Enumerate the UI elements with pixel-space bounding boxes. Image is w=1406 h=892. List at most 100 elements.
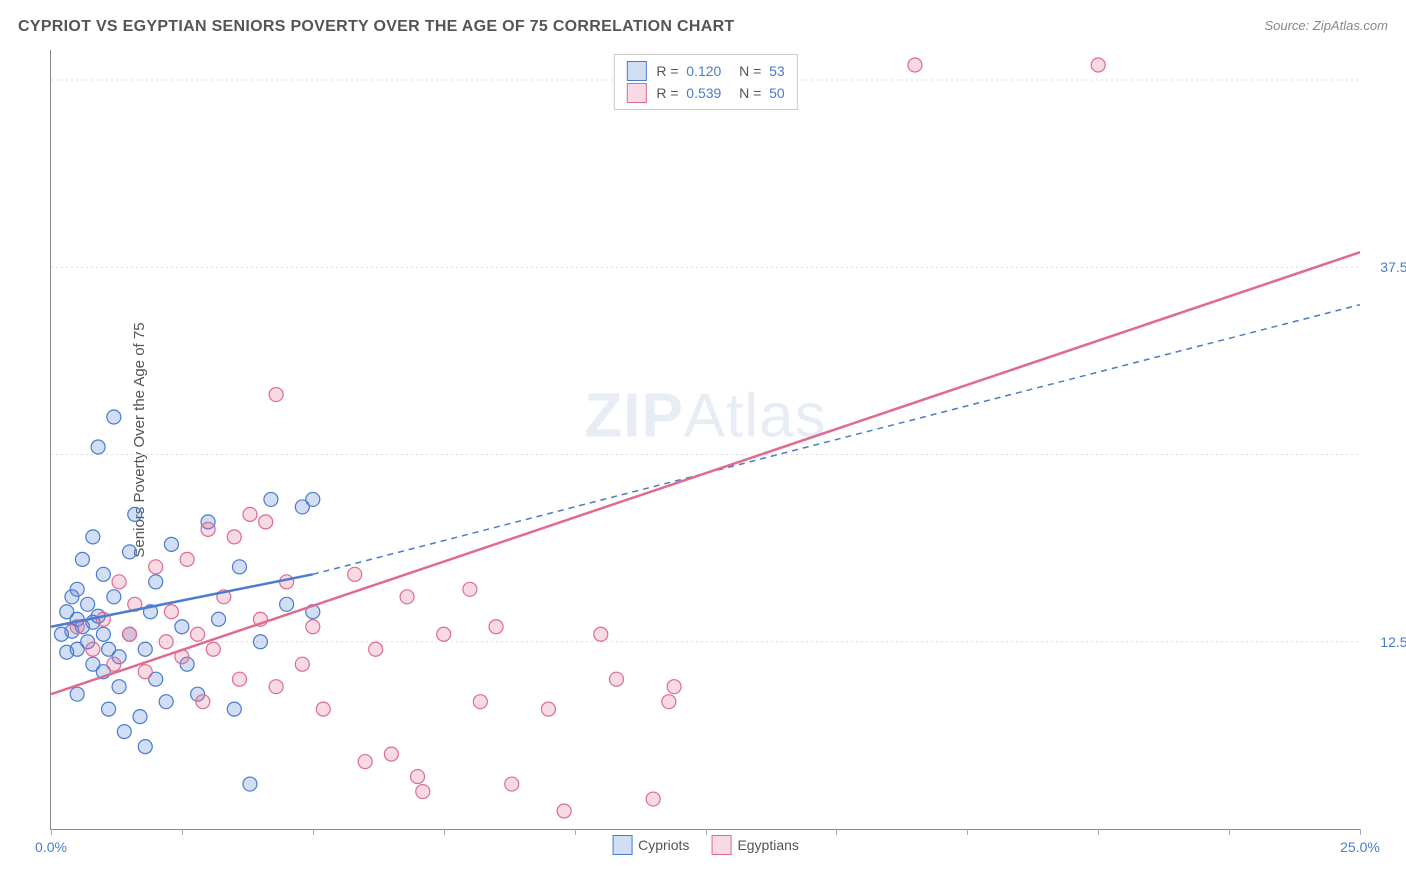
point-egyptians [505,777,519,791]
point-egyptians [206,642,220,656]
point-cypriots [96,627,110,641]
x-tick [444,829,445,835]
legend-item-cypriots: Cypriots [612,835,689,855]
point-cypriots [164,537,178,551]
chart-header: CYPRIOT VS EGYPTIAN SENIORS POVERTY OVER… [18,18,1388,36]
point-egyptians [196,695,210,709]
point-egyptians [400,590,414,604]
point-cypriots [70,687,84,701]
x-tick [182,829,183,835]
point-egyptians [149,560,163,574]
point-egyptians [269,680,283,694]
point-egyptians [227,530,241,544]
point-cypriots [117,725,131,739]
x-tick [575,829,576,835]
point-egyptians [348,567,362,581]
x-tick [313,829,314,835]
point-egyptians [437,627,451,641]
point-egyptians [416,785,430,799]
legend-stats: R = 0.120 N = 53 R = 0.539 N = 50 [613,54,797,110]
point-cypriots [107,590,121,604]
point-egyptians [594,627,608,641]
point-cypriots [159,695,173,709]
swatch-cypriots [626,61,646,81]
legend-row-cypriots: R = 0.120 N = 53 [626,61,784,81]
swatch-cypriots-bottom [612,835,632,855]
point-cypriots [227,702,241,716]
point-cypriots [91,440,105,454]
x-tick [51,829,52,835]
point-cypriots [253,635,267,649]
point-cypriots [112,680,126,694]
point-cypriots [138,740,152,754]
point-egyptians [541,702,555,716]
chart-container: Seniors Poverty Over the Age of 75 ZIPAt… [50,50,1360,830]
point-egyptians [123,627,137,641]
point-egyptians [295,657,309,671]
point-egyptians [112,575,126,589]
y-tick-label: 12.5% [1380,634,1406,650]
legend-series: Cypriots Egyptians [612,835,799,855]
point-egyptians [473,695,487,709]
point-egyptians [243,507,257,521]
swatch-egyptians [626,83,646,103]
point-cypriots [264,492,278,506]
y-tick-label: 37.5% [1380,259,1406,275]
point-cypriots [70,582,84,596]
point-cypriots [123,545,137,559]
x-tick [1360,829,1361,835]
point-cypriots [175,620,189,634]
point-egyptians [609,672,623,686]
point-egyptians [489,620,503,634]
point-cypriots [149,575,163,589]
plot-svg [51,50,1360,829]
trend-dash-cypriots [313,305,1360,575]
point-cypriots [133,710,147,724]
point-egyptians [232,672,246,686]
point-cypriots [306,492,320,506]
legend-row-egyptians: R = 0.539 N = 50 [626,83,784,103]
plot-area: ZIPAtlas R = 0.120 N = 53 R = 0.539 N = … [50,50,1360,830]
point-egyptians [667,680,681,694]
point-cypriots [107,410,121,424]
swatch-egyptians-bottom [711,835,731,855]
point-egyptians [138,665,152,679]
point-egyptians [1091,58,1105,72]
point-cypriots [128,507,142,521]
trend-egyptians [51,252,1360,694]
x-tick-label: 0.0% [35,839,67,855]
point-egyptians [908,58,922,72]
point-egyptians [384,747,398,761]
x-tick [836,829,837,835]
point-egyptians [463,582,477,596]
point-egyptians [201,522,215,536]
point-egyptians [269,388,283,402]
chart-title: CYPRIOT VS EGYPTIAN SENIORS POVERTY OVER… [18,18,735,36]
point-egyptians [557,804,571,818]
x-tick [706,829,707,835]
point-cypriots [280,597,294,611]
point-cypriots [212,612,226,626]
legend-item-egyptians: Egyptians [711,835,798,855]
point-egyptians [316,702,330,716]
point-egyptians [164,605,178,619]
point-egyptians [180,552,194,566]
point-egyptians [107,657,121,671]
point-cypriots [243,777,257,791]
point-cypriots [232,560,246,574]
point-cypriots [96,567,110,581]
point-cypriots [102,702,116,716]
chart-source: Source: ZipAtlas.com [1264,18,1388,33]
point-cypriots [86,530,100,544]
point-egyptians [369,642,383,656]
point-egyptians [159,635,173,649]
point-cypriots [75,552,89,566]
x-tick [1098,829,1099,835]
point-egyptians [358,755,372,769]
point-egyptians [411,770,425,784]
x-tick-label: 25.0% [1340,839,1380,855]
point-egyptians [259,515,273,529]
point-egyptians [646,792,660,806]
point-cypriots [138,642,152,656]
x-tick [1229,829,1230,835]
